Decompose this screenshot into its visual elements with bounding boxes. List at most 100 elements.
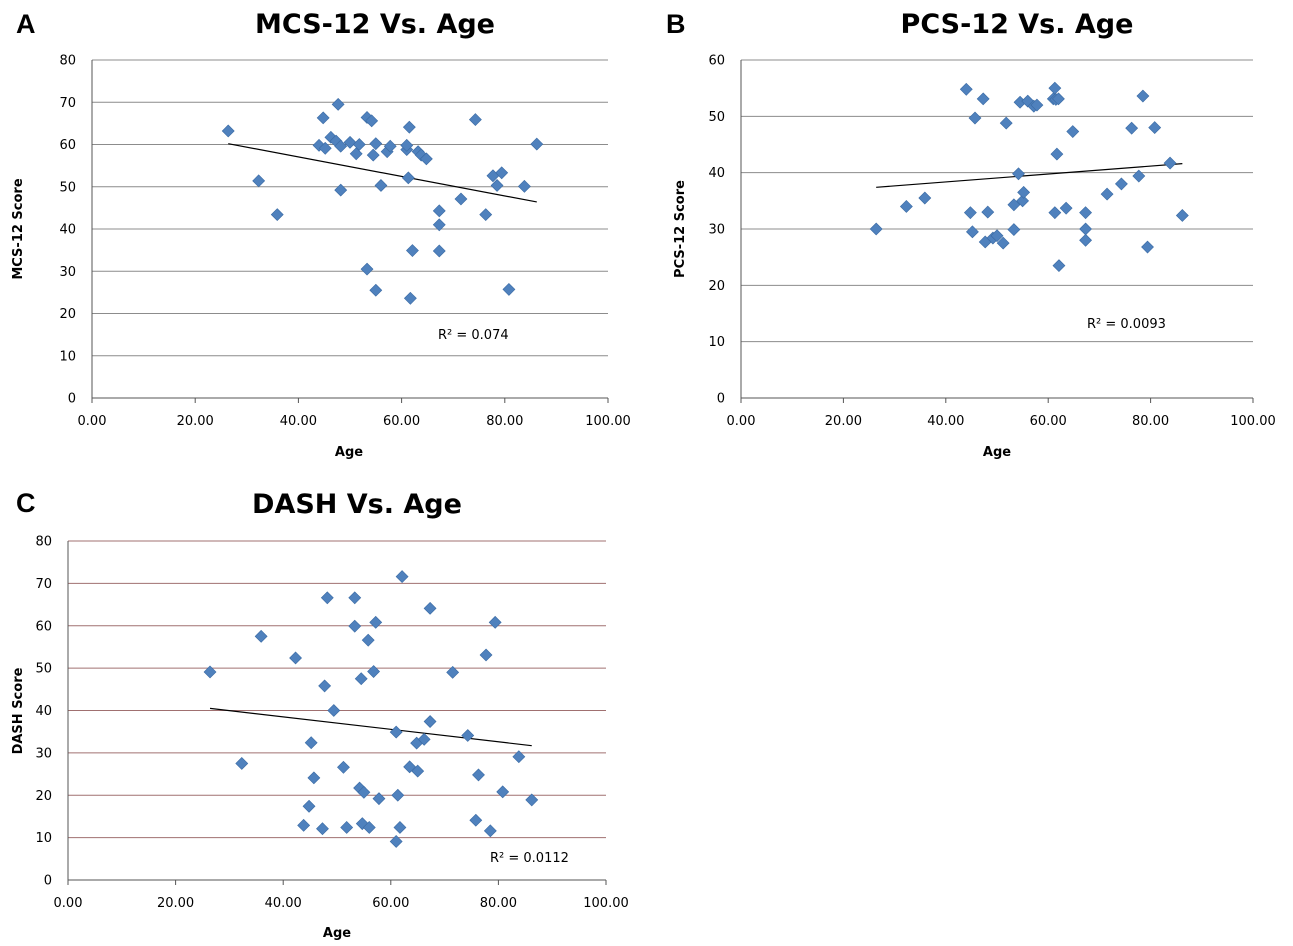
data-point-c [469,813,483,827]
data-point-b [963,206,977,220]
data-point-b [1050,147,1064,161]
data-point-c [417,732,431,746]
data-point-c [372,792,386,806]
data-point-a [401,171,415,185]
chart-panel-b: B PCS-12 Vs. Age 0 10 20 30 40 50 60 0.00 20.00… [666,9,1276,460]
data-point-a [454,192,468,206]
panel-letter-a: A [16,9,36,39]
y-tick-label-a: 60 [59,138,76,153]
x-tick-label-b: 100.00 [1230,414,1276,429]
data-point-a [369,283,383,297]
data-point-a [252,174,266,188]
x-tick-label-b: 20.00 [825,414,862,429]
y-tick-label-b: 40 [708,166,725,181]
y-tick-label-a: 30 [59,265,76,280]
data-point-a [495,166,509,180]
chart-title-c: DASH Vs. Age [252,489,462,520]
y-tick-label-b: 20 [708,279,725,294]
data-point-b [1175,209,1189,222]
data-point-a [369,137,383,151]
data-point-a [419,152,433,166]
data-point-b [1059,201,1073,215]
y-tick-label-a: 20 [59,307,76,322]
data-point-b [999,116,1013,130]
data-point-b [1079,222,1093,236]
x-tick-label-a: 80.00 [486,414,523,429]
data-point-a [316,111,330,125]
data-point-a [490,179,504,192]
data-point-c [357,785,371,799]
data-point-c [348,591,362,605]
data-point-b [1079,206,1093,220]
data-point-b [1030,98,1044,112]
y-tick-label-b: 60 [708,54,725,69]
data-point-b [1048,206,1062,220]
x-tick-label-b: 60.00 [1030,414,1067,429]
data-point-b [869,222,883,236]
x-tick-label-a: 20.00 [177,414,214,429]
data-point-b [1125,121,1139,135]
x-tick-label-b: 40.00 [927,414,964,429]
trendline-line-c [209,707,532,747]
data-point-b [1141,240,1154,254]
y-axis-label-c: DASH Score [11,667,26,754]
x-tick-label-c: 20.00 [157,896,194,911]
data-point-b [1017,185,1031,199]
y-tick-label-c: 50 [35,662,52,677]
y-tick-label-c: 80 [35,535,52,550]
data-point-b [976,92,990,106]
data-point-b [968,111,982,125]
chart-title-b: PCS-12 Vs. Age [901,9,1134,40]
y-tick-label-b: 0 [717,392,725,407]
y-axis-label-a: MCS-12 Score [11,178,26,280]
data-point-c [389,835,403,848]
y-tick-labels-a: 0 10 20 30 40 50 60 70 80 [59,54,76,407]
data-points-b [869,81,1189,273]
data-point-b [1007,223,1021,236]
data-point-c [472,768,485,782]
data-point-b [899,200,913,213]
x-tick-label-c: 40.00 [265,896,302,911]
data-point-b [1048,81,1062,95]
data-point-a [374,179,388,192]
data-point-b [1079,233,1093,247]
x-axis-label-c: Age [323,926,351,941]
trendline-line-a [228,143,537,203]
y-tick-labels-c: 0 10 20 30 40 50 60 70 80 [35,535,52,889]
data-point-c [318,679,332,693]
y-tick-label-b: 10 [708,335,725,350]
y-tick-label-c: 20 [35,789,52,804]
data-point-a [366,148,380,162]
y-tick-label-a: 70 [59,96,76,111]
data-points-a [221,97,544,305]
data-point-b [1007,198,1021,212]
gridlines-b [740,59,1253,399]
data-point-a [402,120,416,134]
data-point-a [365,114,379,128]
data-point-c [316,822,329,836]
data-point-c [395,570,409,584]
data-point-b [959,82,973,96]
data-point-a [383,139,397,153]
data-point-c [297,818,311,832]
data-point-c [393,821,407,834]
data-point-c [512,750,526,764]
data-point-b [990,229,1004,243]
data-point-b [965,225,979,239]
data-point-c [340,821,354,834]
data-point-a [270,208,284,222]
chart-title-a: MCS-12 Vs. Age [255,9,495,40]
y-tick-label-c: 70 [35,577,52,592]
data-point-a [432,218,446,232]
x-tick-label-c: 80.00 [480,896,517,911]
trendline-line-b [876,163,1183,188]
data-point-c [320,591,334,605]
trendline-b [876,163,1183,188]
data-point-c [389,725,403,739]
data-point-c [446,665,460,679]
data-point-a [432,244,446,258]
y-tick-label-c: 10 [35,831,52,846]
x-axis-label-a: Age [335,445,363,460]
